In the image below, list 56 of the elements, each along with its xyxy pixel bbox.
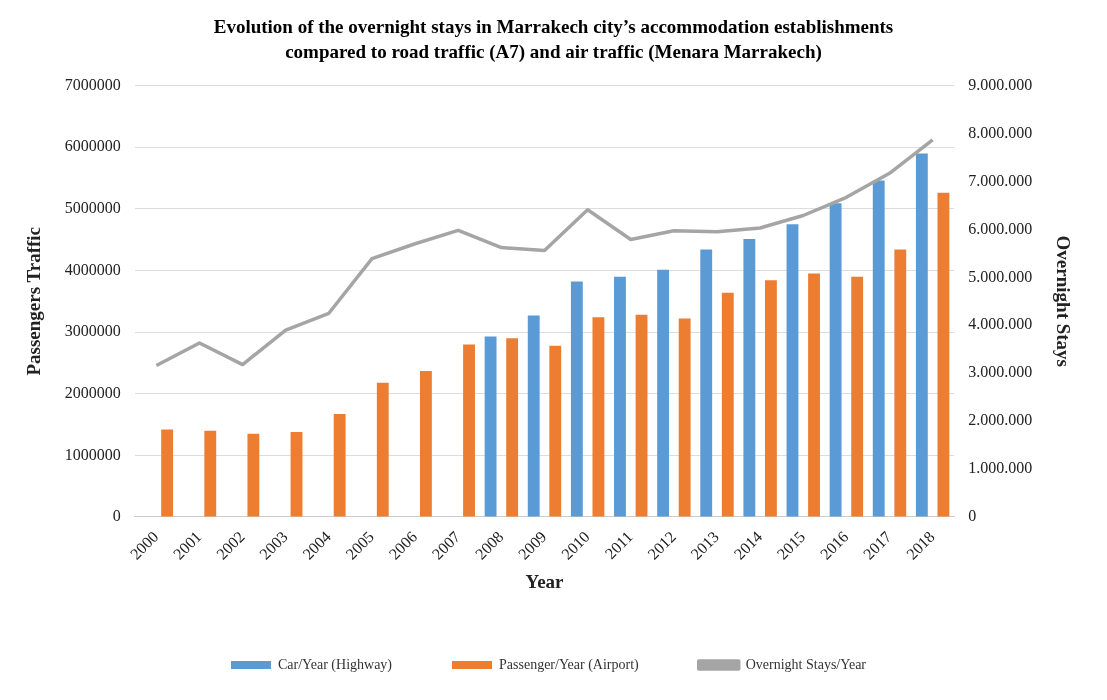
bar xyxy=(851,276,864,517)
bar xyxy=(463,344,475,517)
x-axis-title: Year xyxy=(525,570,565,592)
y2-tick-label: 8.000.000 xyxy=(968,123,1033,141)
bar xyxy=(786,224,799,517)
y2-tick-label: 7.000.000 xyxy=(968,171,1033,189)
y2-tick-label: 1.000.000 xyxy=(968,459,1033,477)
bar xyxy=(290,431,303,517)
bar xyxy=(592,317,605,517)
bar xyxy=(247,433,260,517)
bar xyxy=(333,414,346,517)
bar xyxy=(635,314,648,517)
bar xyxy=(872,180,885,517)
bar xyxy=(764,280,777,517)
bar xyxy=(721,292,734,517)
bar xyxy=(570,281,583,517)
legend-label: Car/Year (Highway) xyxy=(277,656,393,673)
bar xyxy=(937,192,950,517)
bar xyxy=(678,318,691,517)
y-tick-label: 2000000 xyxy=(64,383,121,401)
bar xyxy=(743,239,756,517)
y2-tick-label: 5.000.000 xyxy=(968,267,1033,285)
bar xyxy=(204,430,217,517)
y-tick-label: 0 xyxy=(112,507,121,525)
chart-title: Evolution of the overnight stays in Marrakech city’s accommodation establishments compared to road traffic (A7) and air traffic (Menara Marrakech) xyxy=(212,15,895,64)
bar xyxy=(161,429,174,517)
bar xyxy=(506,338,519,517)
bar xyxy=(808,273,820,517)
bar xyxy=(915,153,928,517)
x-tick-label: 2011 xyxy=(601,527,636,563)
y2-tick-label: 0 xyxy=(968,507,977,525)
bar xyxy=(700,249,713,517)
bar xyxy=(829,203,842,517)
y-tick-label: 4000000 xyxy=(64,260,121,278)
bar xyxy=(484,336,497,517)
bar xyxy=(419,370,432,517)
y-tick-label: 7000000 xyxy=(64,75,121,93)
y-tick-label: 5000000 xyxy=(64,199,121,217)
y2-tick-label: 6.000.000 xyxy=(968,219,1033,237)
bar xyxy=(614,276,626,517)
bar xyxy=(894,249,907,517)
y2-tick-label: 2.000.000 xyxy=(968,411,1033,429)
bar xyxy=(549,345,562,517)
y2-tick-label: 4.000.000 xyxy=(968,315,1033,333)
y2-tick-label: 3.000.000 xyxy=(968,363,1033,381)
legend-label: Passenger/Year (Airport) xyxy=(499,656,640,673)
y-tick-label: 3000000 xyxy=(64,322,121,340)
bar xyxy=(527,315,540,517)
y2-axis-title: Overnight Stays xyxy=(1052,235,1074,368)
y-axis-title: Passengers Traffic xyxy=(23,226,45,376)
y-tick-label: 6000000 xyxy=(64,137,121,155)
y2-tick-label: 9.000.000 xyxy=(968,75,1033,93)
y-tick-label: 1000000 xyxy=(64,445,121,463)
bar xyxy=(657,269,670,517)
legend-label: Overnight Stays/Year xyxy=(745,656,867,672)
bar xyxy=(376,382,389,517)
